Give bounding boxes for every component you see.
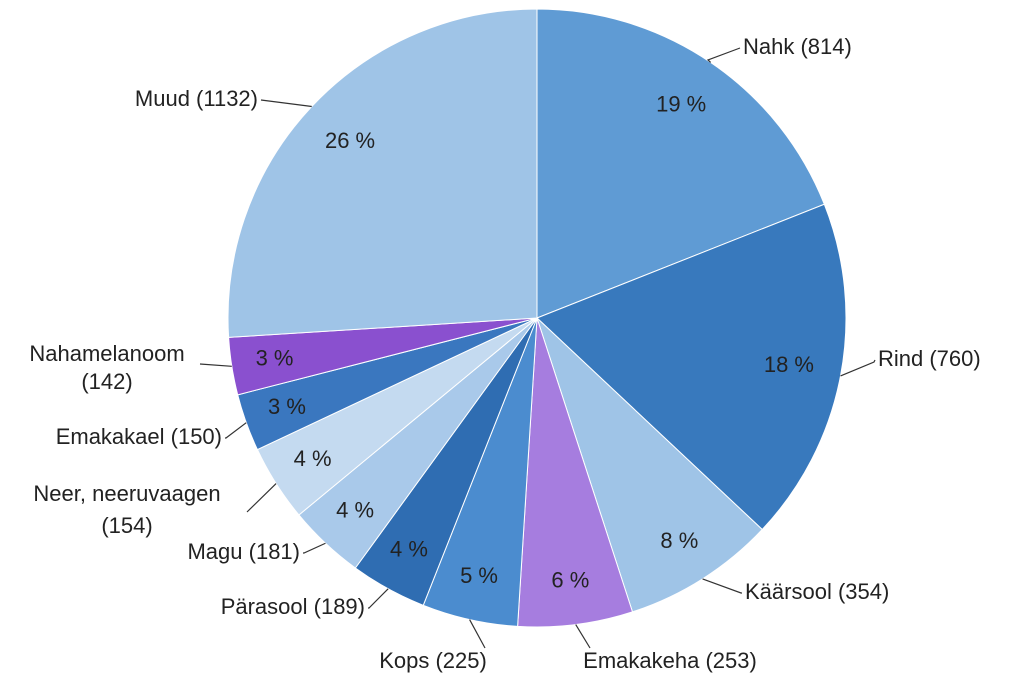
label-line: (142) (81, 369, 132, 394)
leader-line (706, 47, 741, 63)
value-label: 19 % (656, 92, 706, 117)
category-label: Emakakael (150) (56, 424, 222, 449)
category-label: Kops (225) (379, 648, 487, 673)
leader-line (368, 588, 389, 609)
value-label: 6 % (551, 567, 589, 592)
category-label: Käärsool (354) (745, 579, 889, 604)
value-label: 5 % (460, 563, 498, 588)
value-label: 4 % (390, 537, 428, 562)
leader-line (469, 619, 486, 649)
category-label: Nahk (814) (743, 34, 852, 59)
value-label: 4 % (294, 446, 332, 471)
leader-line (840, 359, 876, 377)
pie-slice (536, 8, 825, 319)
pie-slice (227, 8, 538, 338)
leader-line (260, 99, 312, 108)
value-label: 8 % (660, 528, 698, 553)
leader-line (225, 422, 247, 439)
leader-line (199, 363, 232, 367)
category-label: Rind (760) (878, 346, 981, 371)
category-label: Nahamelanoom (142) (29, 341, 184, 394)
leader-line (303, 542, 326, 554)
category-label: Emakakeha (253) (583, 648, 757, 673)
value-label: 18 % (764, 352, 814, 377)
leader-line (246, 483, 277, 513)
pie-slice (536, 203, 847, 531)
category-label: Pärasool (189) (221, 594, 365, 619)
category-label: Muud (1132) (135, 86, 258, 111)
pie-slice (536, 317, 763, 613)
label-line: (154) (101, 513, 152, 538)
value-label: 3 % (268, 394, 306, 419)
category-label: Magu (181) (187, 539, 300, 564)
value-label: 3 % (256, 345, 294, 370)
value-label: 4 % (336, 498, 374, 523)
value-label: 26 % (325, 128, 375, 153)
category-label: Neer, neeruvaagen (154) (33, 481, 220, 538)
leader-line (575, 624, 591, 649)
label-line: Nahamelanoom (29, 341, 184, 366)
label-line: Neer, neeruvaagen (33, 481, 220, 506)
leader-line (702, 578, 742, 594)
